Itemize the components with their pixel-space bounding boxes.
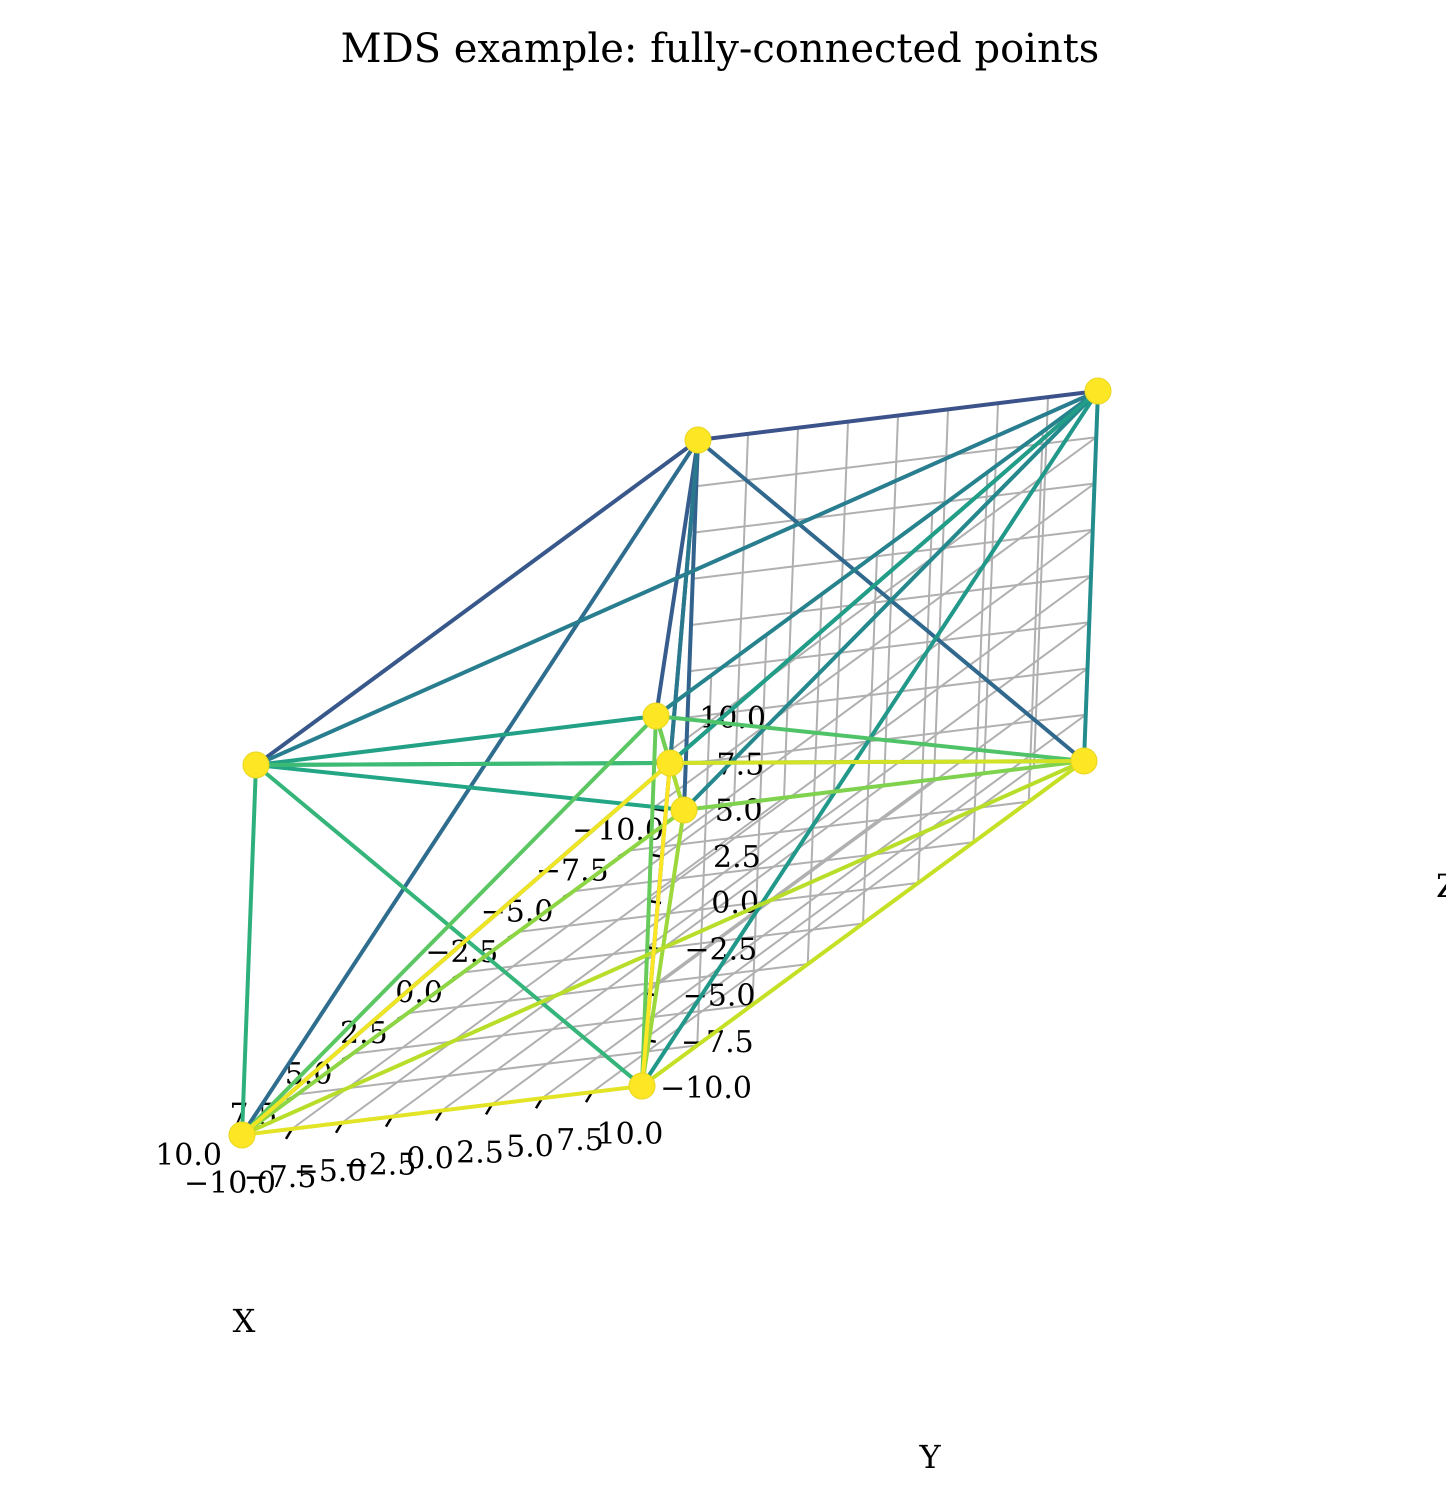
grid-line-floor-x xyxy=(297,1044,698,1096)
edge-line xyxy=(254,714,658,767)
grid-line-floor-y xyxy=(491,778,935,1106)
grid-line-back-z xyxy=(692,528,1093,580)
y-tick-label: −5.0 xyxy=(294,1154,367,1189)
edge-line xyxy=(240,808,686,1137)
data-point xyxy=(642,702,670,730)
y-tick-label: 10.0 xyxy=(597,1117,664,1152)
edge-line xyxy=(254,389,1100,767)
z-tick-label: −10.0 xyxy=(660,1071,752,1106)
data-point xyxy=(242,751,270,779)
grid-line-side-z xyxy=(651,482,1096,810)
edge-line xyxy=(240,759,1086,1137)
x-axis-label: X xyxy=(233,1302,256,1340)
grid-line-back-y xyxy=(1033,397,1049,768)
grid-line-floor-y xyxy=(541,772,985,1100)
edge-line xyxy=(640,759,1086,1088)
grid-line-side-x xyxy=(696,675,713,1046)
y-tick-label: −7.5 xyxy=(244,1160,317,1195)
x-tick-label: −5.0 xyxy=(481,894,554,929)
y-tick-label: −10.0 xyxy=(184,1166,276,1201)
y-tick-label: 2.5 xyxy=(456,1135,504,1170)
grid-line-back-z xyxy=(696,436,1097,488)
grid-line-back-z xyxy=(694,482,1095,534)
edge-line xyxy=(254,438,700,767)
edge-line xyxy=(254,763,686,812)
y-tick-label: 7.5 xyxy=(556,1123,604,1158)
chart-title: MDS example: fully-connected points xyxy=(341,26,1100,72)
x-tick-label: 10.0 xyxy=(155,1138,222,1173)
edge-line xyxy=(240,714,658,1137)
z-tick-label: 2.5 xyxy=(713,840,761,875)
edge-line xyxy=(668,759,1086,765)
y-tick-label: −2.5 xyxy=(344,1148,417,1183)
edge-line xyxy=(640,761,672,1088)
grid-line-side-x xyxy=(751,634,768,1005)
z-tick-label: −2.5 xyxy=(684,932,757,967)
edge-line xyxy=(240,761,672,1137)
grid-line-side-z xyxy=(650,528,1094,856)
grid-line-floor-x xyxy=(407,963,808,1015)
data-point xyxy=(1084,377,1112,405)
data-point xyxy=(228,1121,256,1149)
edge-line xyxy=(1082,389,1100,763)
x-tick-label: −10.0 xyxy=(572,813,664,848)
grid-line-floor-y xyxy=(591,766,1035,1093)
y-tick-label: 5.0 xyxy=(506,1129,554,1164)
data-point xyxy=(656,749,684,777)
points xyxy=(228,377,1112,1149)
data-point xyxy=(1070,747,1098,775)
data-point xyxy=(684,426,712,454)
edge-line xyxy=(240,1084,644,1137)
data-point xyxy=(670,796,698,824)
y-axis-label: Y xyxy=(918,1438,941,1476)
edge-line xyxy=(668,438,700,765)
data-point xyxy=(628,1072,656,1100)
edge-line xyxy=(240,763,258,1137)
grid-line-side-z xyxy=(653,436,1097,764)
y-tick-label: 0.0 xyxy=(406,1142,454,1177)
edge-line xyxy=(696,389,1100,442)
z-axis-label: Z xyxy=(1436,867,1446,905)
edge-line xyxy=(254,761,672,767)
grid-line-back-y xyxy=(933,409,949,780)
edge-line xyxy=(668,389,1100,765)
edge-line xyxy=(654,389,1100,718)
labels: X Y Z xyxy=(233,867,1446,1476)
grid-line-side-x xyxy=(806,594,823,965)
z-tick-label: 5.0 xyxy=(715,794,763,829)
grid-line-floor-x xyxy=(352,1003,753,1055)
edge-line xyxy=(682,759,1086,812)
edge-line xyxy=(682,389,1100,812)
edge-line xyxy=(654,714,1086,763)
